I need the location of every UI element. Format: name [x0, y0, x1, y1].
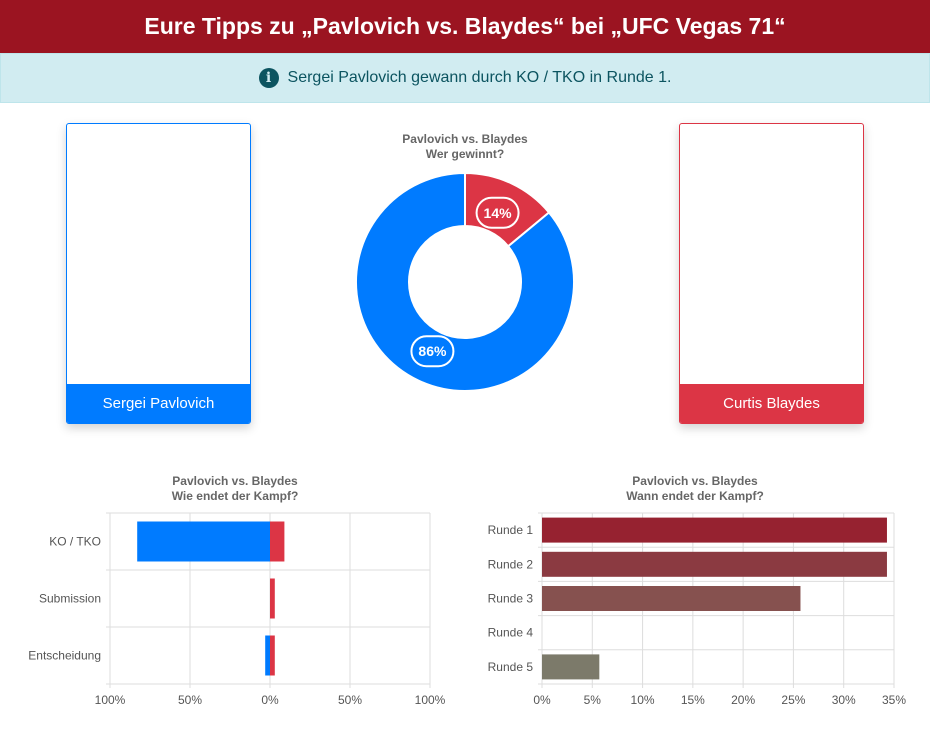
donut-data-label: 14% — [484, 205, 513, 221]
bar — [542, 586, 801, 611]
donut-label-badge — [410, 335, 455, 368]
page-header: Eure Tipps zu „Pavlovich vs. Blaydes“ be… — [0, 0, 930, 53]
y-tick-label: KO / TKO — [49, 535, 101, 549]
y-tick-label: Runde 4 — [488, 626, 534, 640]
x-tick-label: 100% — [95, 693, 126, 707]
fighter-name: Sergei Pavlovich — [67, 384, 250, 423]
chart-subtitle: Wer gewinnt? — [426, 147, 504, 161]
x-tick-label: 30% — [832, 693, 856, 707]
bar — [270, 635, 275, 676]
chart-subtitle: Wann endet der Kampf? — [626, 489, 764, 503]
info-icon: i — [258, 68, 279, 88]
x-tick-label: 50% — [338, 693, 362, 707]
x-tick-label: 100% — [415, 693, 446, 707]
x-tick-label: 10% — [631, 693, 655, 707]
y-tick-label: Runde 1 — [488, 523, 534, 537]
chart-title: Pavlovich vs. Blaydes — [172, 474, 298, 488]
chart-title: Pavlovich vs. Blaydes — [632, 474, 758, 488]
donut-label-badge — [475, 196, 520, 229]
bar — [542, 654, 600, 680]
bar — [270, 578, 275, 619]
donut-data-label: 86% — [418, 343, 447, 359]
bar — [542, 517, 887, 543]
y-tick-label: Entscheidung — [28, 649, 101, 663]
page-title: Eure Tipps zu „Pavlovich vs. Blaydes“ be… — [144, 13, 786, 39]
fighter-card-blaydes[interactable]: Curtis Blaydes — [679, 123, 864, 424]
fighter-photo — [67, 124, 250, 384]
x-tick-label: 15% — [681, 693, 705, 707]
bar — [542, 551, 887, 577]
result-text: Sergei Pavlovich gewann durch KO / TKO i… — [287, 69, 672, 86]
x-tick-label: 25% — [781, 693, 805, 707]
bar — [137, 521, 270, 562]
y-tick-label: Runde 3 — [488, 592, 534, 606]
x-tick-label: 5% — [584, 693, 602, 707]
chart-subtitle: Wie endet der Kampf? — [172, 489, 299, 503]
y-tick-label: Runde 5 — [488, 660, 534, 674]
bar — [270, 521, 285, 562]
fighter-photo — [680, 124, 863, 384]
y-tick-label: Submission — [39, 592, 101, 606]
x-tick-label: 0% — [533, 693, 551, 707]
result-alert: i Sergei Pavlovich gewann durch KO / TKO… — [0, 53, 930, 103]
x-tick-label: 0% — [261, 693, 279, 707]
x-tick-label: 35% — [882, 693, 906, 707]
x-tick-label: 20% — [731, 693, 755, 707]
fighter-card-pavlovich[interactable]: Sergei Pavlovich — [66, 123, 251, 424]
y-tick-label: Runde 2 — [488, 557, 534, 571]
x-tick-label: 50% — [178, 693, 202, 707]
donut-slice — [355, 171, 575, 392]
fighter-name: Curtis Blaydes — [680, 384, 863, 423]
bar — [265, 635, 270, 676]
chart-title: Pavlovich vs. Blaydes — [402, 132, 528, 146]
